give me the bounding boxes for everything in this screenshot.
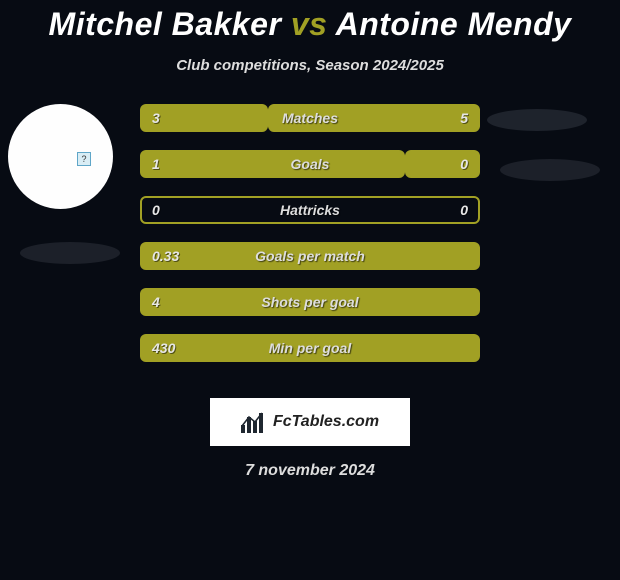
- stat-label: Goals: [140, 150, 480, 178]
- stat-bars: 35Matches 10Goals 00Hattricks 0.33Goals per…: [140, 104, 480, 380]
- missing-image-icon: ?: [77, 152, 91, 166]
- brand-footer: FcTables.com: [210, 398, 410, 446]
- stat-row: 35Matches: [140, 104, 480, 132]
- player1-name: Mitchel Bakker: [49, 6, 282, 42]
- stat-label: Shots per goal: [140, 288, 480, 316]
- player1-shadow: [20, 242, 120, 264]
- stat-row: 4Shots per goal: [140, 288, 480, 316]
- fctables-logo-icon: [241, 411, 269, 433]
- stat-label: Matches: [140, 104, 480, 132]
- player2-shadow: [500, 159, 600, 181]
- brand-text: FcTables.com: [273, 413, 379, 431]
- player1-avatar: ?: [8, 104, 113, 209]
- comparison-title: Mitchel Bakker vs Antoine Mendy: [0, 0, 620, 43]
- stat-label: Hattricks: [140, 196, 480, 224]
- player2-avatar: [487, 109, 587, 131]
- stat-row: 10Goals: [140, 150, 480, 178]
- vs-label: vs: [291, 6, 328, 42]
- stat-row: 00Hattricks: [140, 196, 480, 224]
- stat-row: 430Min per goal: [140, 334, 480, 362]
- subtitle: Club competitions, Season 2024/2025: [0, 57, 620, 74]
- date-label: 7 november 2024: [0, 462, 620, 480]
- stat-label: Min per goal: [140, 334, 480, 362]
- player2-name: Antoine Mendy: [336, 6, 572, 42]
- stat-label: Goals per match: [140, 242, 480, 270]
- stat-row: 0.33Goals per match: [140, 242, 480, 270]
- comparison-stage: ? 35Matches 10Goals 00Hattricks 0.33Goals p…: [0, 94, 620, 394]
